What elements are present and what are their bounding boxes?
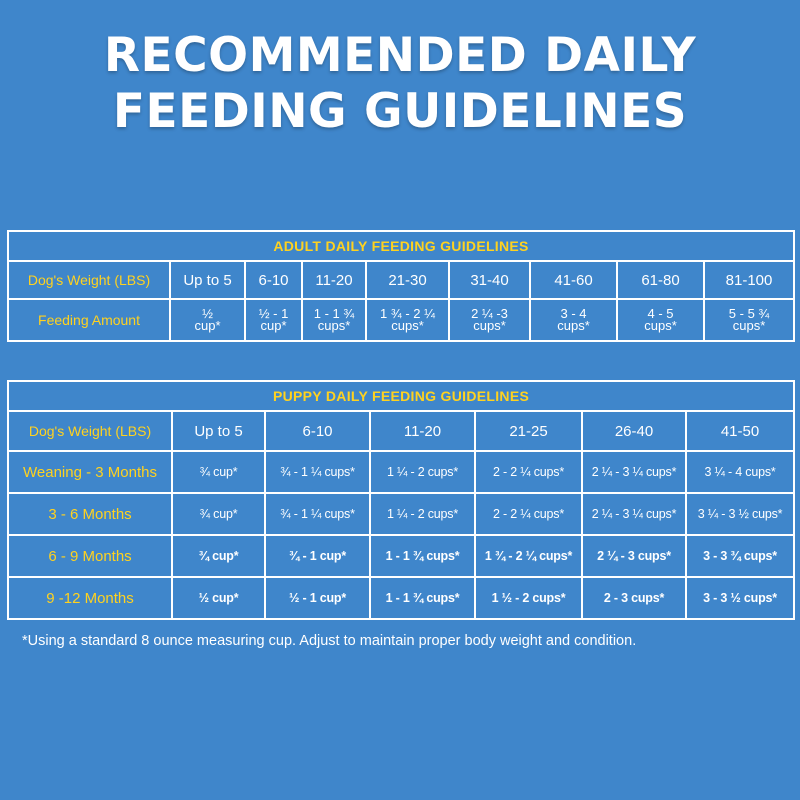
puppy-amount-cell: ¾ - 1 cup*: [264, 534, 371, 578]
puppy-amount-cell: ½ cup*: [171, 576, 266, 620]
title-line-2: FEEDING GUIDELINES: [112, 84, 688, 139]
puppy-weight-label: Dog's Weight (LBS): [7, 410, 173, 452]
footnote: *Using a standard 8 ounce measuring cup.…: [22, 633, 637, 649]
puppy-amount-cell: 3 ¼ - 4 cups*: [684, 450, 796, 494]
adult-amount-cell: 1 ¾ - 2 ¼ cups*: [365, 298, 450, 342]
amount-range: ½ - 1: [258, 306, 289, 321]
puppy-amount-cell: ½ - 1 cup*: [264, 576, 371, 620]
puppy-age-label: 3 - 6 Months: [7, 492, 173, 536]
puppy-amount-cell: 1 ¼ - 2 cups*: [369, 492, 476, 536]
puppy-weight-row: Dog's Weight (LBS) Up to 5 6-10 11-20 21…: [7, 410, 796, 452]
amount-range: ½: [202, 306, 213, 321]
amount-range: 2 ¼ -3: [471, 306, 508, 321]
puppy-age-row: 3 - 6 Months ¾ cup* ¾ - 1 ¼ cups* 1 ¼ - …: [7, 492, 796, 536]
puppy-amount-cell: 2 ¼ - 3 ¼ cups*: [581, 450, 687, 494]
adult-amount-cell: 4 - 5 cups*: [616, 298, 705, 342]
adult-weight-header: 31-40: [448, 260, 531, 300]
adult-weight-header: Up to 5: [169, 260, 246, 300]
adult-amount-cell: 1 - 1 ¾ cups*: [301, 298, 367, 342]
adult-weight-header: 61-80: [616, 260, 705, 300]
puppy-amount-cell: ¾ - 1 ¼ cups*: [264, 492, 371, 536]
puppy-age-row: 9 -12 Months ½ cup* ½ - 1 cup* 1 - 1 ¾ c…: [7, 576, 796, 620]
puppy-amount-cell: ¾ cup*: [171, 450, 266, 494]
page-title: RECOMMENDED DAILY FEEDING GUIDELINES: [0, 28, 800, 140]
amount-unit: cups*: [644, 318, 677, 333]
puppy-amount-cell: 1 ½ - 2 cups*: [474, 576, 583, 620]
amount-range: 1 ¾ - 2 ¼: [380, 306, 435, 321]
adult-amount-cell: ½ - 1 cup*: [244, 298, 303, 342]
adult-weight-header: 81-100: [702, 260, 796, 300]
amount-unit: cups*: [391, 318, 424, 333]
puppy-amount-cell: 2 - 3 cups*: [581, 576, 687, 620]
title-line-1: RECOMMENDED DAILY: [103, 28, 697, 83]
adult-amount-cell: 5 - 5 ¾ cups*: [702, 298, 796, 342]
adult-amount-cell: 2 ¼ -3 cups*: [448, 298, 531, 342]
adult-weight-header: 41-60: [529, 260, 618, 300]
adult-feeding-table: ADULT DAILY FEEDING GUIDELINES Dog's Wei…: [6, 230, 796, 342]
puppy-amount-cell: ¾ cup*: [171, 492, 266, 536]
puppy-amount-cell: 1 - 1 ¾ cups*: [369, 576, 476, 620]
adult-amount-cell: 3 - 4 cups*: [529, 298, 618, 342]
amount-unit: cups*: [557, 318, 590, 333]
puppy-amount-cell: 2 ¼ - 3 ¼ cups*: [581, 492, 687, 536]
adult-weight-row: Dog's Weight (LBS) Up to 5 6-10 11-20 21…: [7, 260, 796, 300]
puppy-weight-header: 41-50: [684, 410, 796, 452]
puppy-amount-cell: 1 - 1 ¾ cups*: [369, 534, 476, 578]
adult-weight-label: Dog's Weight (LBS): [7, 260, 171, 300]
amount-unit: cup*: [260, 318, 287, 333]
puppy-weight-header: 26-40: [581, 410, 687, 452]
amount-range: 1 - 1 ¾: [313, 306, 355, 321]
amount-range: 3 - 4: [560, 306, 587, 321]
puppy-amount-cell: 2 - 2 ¼ cups*: [474, 450, 583, 494]
puppy-age-label: 6 - 9 Months: [7, 534, 173, 578]
puppy-amount-cell: 1 ¼ - 2 cups*: [369, 450, 476, 494]
puppy-age-row: Weaning - 3 Months ¾ cup* ¾ - 1 ¼ cups* …: [7, 450, 796, 494]
adult-weight-header: 21-30: [365, 260, 450, 300]
puppy-weight-header: 11-20: [369, 410, 476, 452]
puppy-amount-cell: 3 ¼ - 3 ½ cups*: [684, 492, 796, 536]
puppy-weight-header: Up to 5: [171, 410, 266, 452]
amount-unit: cup*: [194, 318, 221, 333]
puppy-amount-cell: 2 - 2 ¼ cups*: [474, 492, 583, 536]
adult-amount-cell: ½ cup*: [169, 298, 246, 342]
amount-unit: cups*: [732, 318, 766, 333]
puppy-weight-header: 6-10: [264, 410, 371, 452]
puppy-amount-cell: ¾ cup*: [171, 534, 266, 578]
adult-amount-label: Feeding Amount: [7, 298, 171, 342]
adult-table-caption: ADULT DAILY FEEDING GUIDELINES: [6, 230, 796, 262]
puppy-amount-cell: 3 - 3 ½ cups*: [684, 576, 796, 620]
puppy-table-caption: PUPPY DAILY FEEDING GUIDELINES: [6, 380, 796, 412]
puppy-age-row: 6 - 9 Months ¾ cup* ¾ - 1 cup* 1 - 1 ¾ c…: [7, 534, 796, 578]
puppy-feeding-table: PUPPY DAILY FEEDING GUIDELINES Dog's Wei…: [6, 380, 796, 620]
puppy-age-label: 9 -12 Months: [7, 576, 173, 620]
puppy-amount-cell: ¾ - 1 ¼ cups*: [264, 450, 371, 494]
amount-unit: cups*: [317, 318, 351, 333]
puppy-weight-header: 21-25: [474, 410, 583, 452]
puppy-amount-cell: 1 ¾ - 2 ¼ cups*: [474, 534, 583, 578]
amount-range: 4 - 5: [647, 306, 674, 321]
adult-weight-header: 11-20: [301, 260, 367, 300]
puppy-amount-cell: 3 - 3 ¾ cups*: [684, 534, 796, 578]
amount-unit: cups*: [473, 318, 506, 333]
amount-range: 5 - 5 ¾: [728, 306, 770, 321]
puppy-amount-cell: 2 ¼ - 3 cups*: [581, 534, 687, 578]
adult-weight-header: 6-10: [244, 260, 303, 300]
puppy-age-label: Weaning - 3 Months: [7, 450, 173, 494]
adult-amount-row: Feeding Amount ½ cup* ½ - 1 cup* 1 - 1 ¾ cu…: [7, 298, 796, 342]
